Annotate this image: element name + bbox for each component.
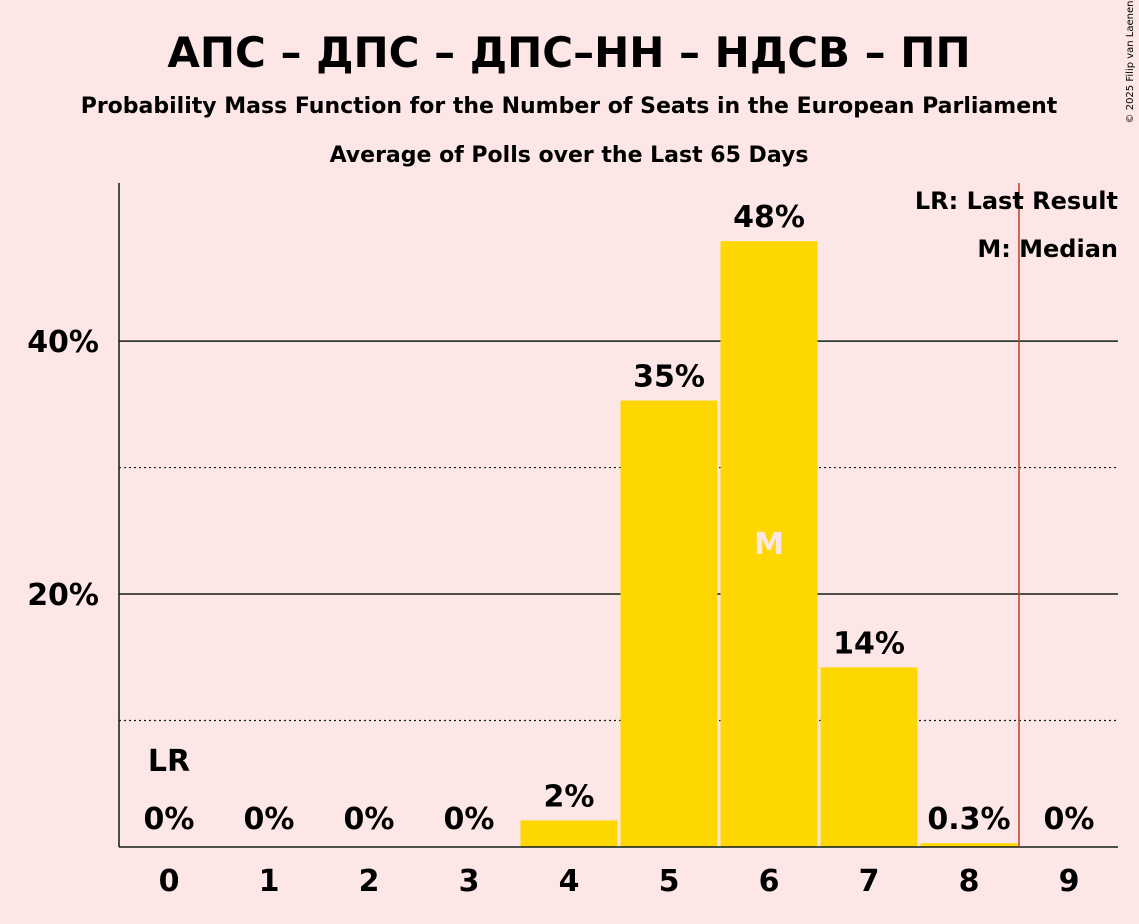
x-tick-label: 6 — [759, 864, 780, 899]
x-tick-label: 2 — [359, 864, 380, 899]
data-label-1: 0% — [244, 802, 295, 837]
x-tick-label: 1 — [259, 864, 280, 899]
last-result-label: LR — [148, 744, 190, 779]
chart-subtitle-period: Average of Polls over the Last 65 Days — [330, 143, 809, 168]
chart-subtitle: Probability Mass Function for the Number… — [81, 94, 1058, 119]
data-label-5: 35% — [633, 360, 705, 395]
data-label-9: 0% — [1044, 802, 1095, 837]
y-tick-label: 40% — [27, 325, 99, 360]
x-tick-label: 5 — [659, 864, 680, 899]
bar-6 — [720, 241, 818, 847]
y-tick-labels: 20% 40% — [27, 325, 99, 613]
data-label-2: 0% — [344, 802, 395, 837]
data-label-4: 2% — [544, 779, 595, 814]
median-marker: M — [754, 527, 784, 562]
x-tick-label: 0 — [159, 864, 180, 899]
bar-8 — [920, 843, 1018, 847]
x-tick-label: 9 — [1059, 864, 1080, 899]
data-label-6: 48% — [733, 200, 805, 235]
data-label-3: 0% — [444, 802, 495, 837]
gridlines — [119, 340, 1118, 722]
bar-5 — [620, 400, 718, 847]
data-label-7: 14% — [833, 626, 905, 661]
data-label-8: 0.3% — [927, 802, 1010, 837]
x-tick-label: 8 — [959, 864, 980, 899]
copyright-notice: © 2025 Filip van Laenen — [1125, 1, 1136, 124]
legend-median: M: Median — [977, 235, 1118, 263]
x-tick-label: 3 — [459, 864, 480, 899]
legend-last-result: LR: Last Result — [915, 187, 1118, 215]
y-tick-label: 20% — [27, 578, 99, 613]
bars — [520, 241, 1018, 847]
x-tick-labels: 0 1 2 3 4 5 6 7 8 9 — [159, 864, 1080, 899]
chart-title: АПС – ДПС – ДПС–НН – НДСВ – ПП — [167, 28, 970, 77]
x-tick-label: 4 — [559, 864, 580, 899]
data-labels: 0% 0% 0% 0% 2% 35% 48% 14% 0.3% 0% M — [144, 200, 1095, 837]
x-tick-label: 7 — [859, 864, 880, 899]
data-label-0: 0% — [144, 802, 195, 837]
bar-7 — [820, 667, 918, 847]
bar-4 — [520, 820, 618, 847]
